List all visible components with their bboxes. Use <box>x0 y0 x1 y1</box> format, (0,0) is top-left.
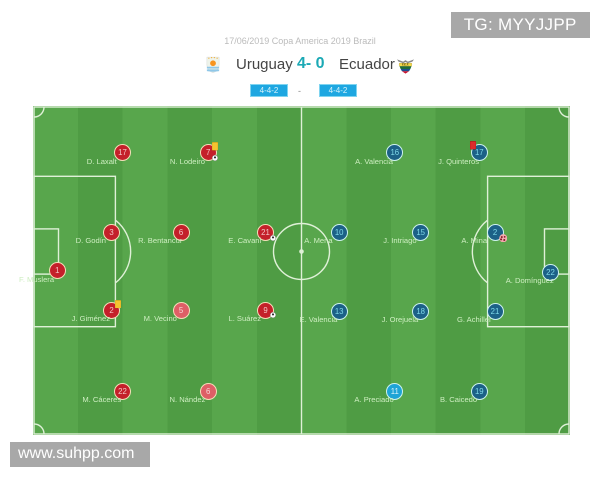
svg-text:F.E.F.: F.E.F. <box>402 63 409 67</box>
